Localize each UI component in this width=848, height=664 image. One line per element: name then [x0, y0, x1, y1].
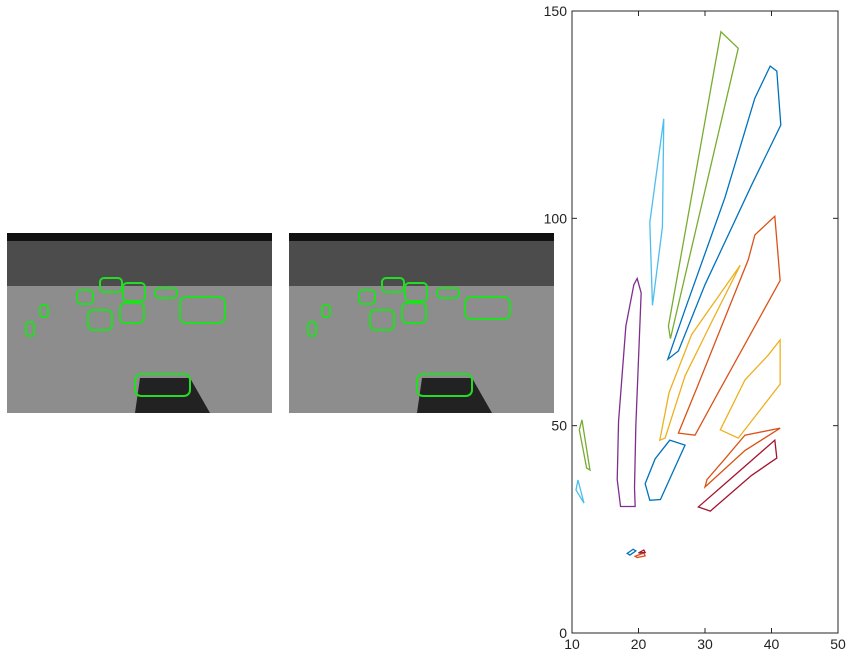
region-outline	[650, 119, 664, 306]
x-tick-label: 20	[631, 636, 647, 652]
figure: 1020304050050100150	[0, 0, 848, 659]
photo-trees	[7, 241, 272, 286]
region-outline	[627, 549, 636, 555]
y-tick-label: 50	[551, 418, 567, 434]
x-tick-label: 30	[697, 636, 713, 652]
region-outline	[617, 278, 641, 506]
photo-right	[289, 233, 554, 413]
region-outline	[705, 428, 780, 487]
region-outline	[645, 440, 685, 500]
region-outline	[668, 32, 738, 339]
photo-banner	[289, 233, 554, 241]
x-tick-label: 50	[830, 636, 846, 652]
region-outline	[720, 340, 780, 438]
photo-banner	[7, 233, 272, 241]
x-tick-label: 40	[764, 636, 780, 652]
axes-box	[572, 11, 838, 633]
region-outline	[639, 550, 646, 553]
region-outline	[635, 553, 645, 558]
region-outline	[579, 420, 590, 470]
region-outline	[576, 480, 584, 503]
y-tick-label: 0	[559, 625, 567, 641]
region-outline	[678, 216, 780, 435]
y-tick-label: 150	[544, 3, 568, 19]
y-tick-label: 100	[544, 210, 568, 226]
page: {"chart_data": {"type": "polygon", "xlim…	[0, 0, 848, 664]
photo-left	[7, 233, 272, 413]
photo-trees	[289, 241, 554, 286]
